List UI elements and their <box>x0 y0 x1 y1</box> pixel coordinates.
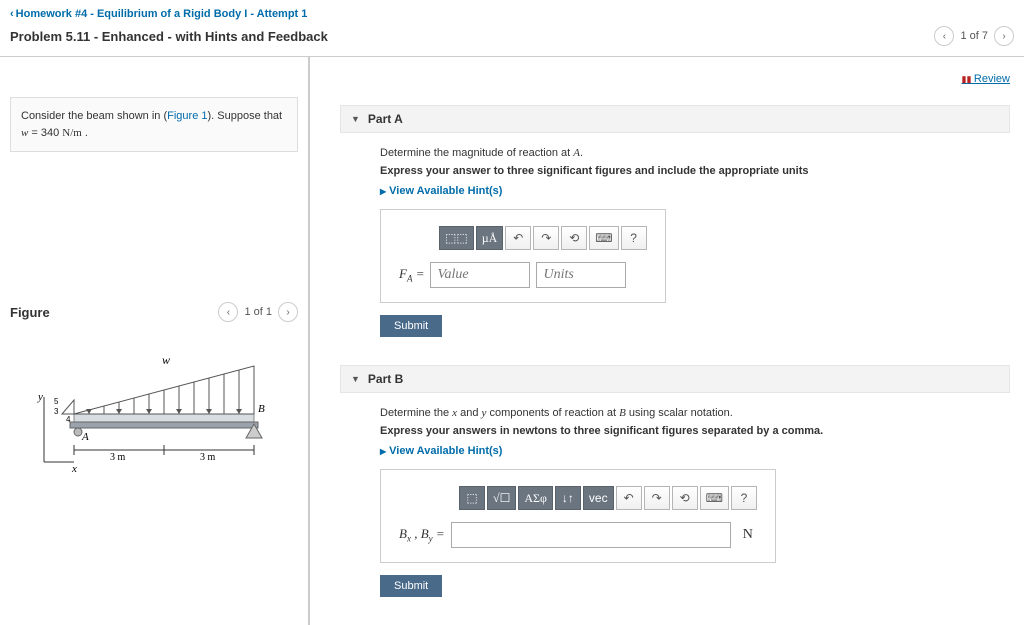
figure-nav: ‹ 1 of 1 › <box>218 302 298 322</box>
page-title: Problem 5.11 - Enhanced - with Hints and… <box>10 29 934 44</box>
help-button[interactable]: ? <box>731 486 757 510</box>
support-b-label: B <box>258 403 265 415</box>
help-button[interactable]: ? <box>621 226 647 250</box>
prompt-text: Consider the beam shown in ( <box>21 110 167 122</box>
next-problem-button[interactable]: › <box>994 26 1014 46</box>
angle-5: 5 <box>54 397 59 406</box>
problem-prompt: Consider the beam shown in (Figure 1). S… <box>10 97 298 152</box>
units-input[interactable] <box>536 262 626 288</box>
figure-link[interactable]: Figure 1 <box>167 110 207 122</box>
arrow-right-icon: ▶ <box>380 447 386 456</box>
part-b-answer-box: ⬚ √☐ ΑΣφ ↓↑ vec ↶ ↷ ⟲ ⌨ ? Bx , By = <box>380 469 776 563</box>
part-b-hints-toggle[interactable]: ▶View Available Hint(s) <box>380 445 1000 457</box>
part-b-desc: Determine the x and y components of reac… <box>380 407 1000 419</box>
part-b-instr: Express your answers in newtons to three… <box>380 425 1000 437</box>
part-a-instr: Express your answer to three significant… <box>380 165 1000 177</box>
template-button[interactable]: ⬚ <box>459 486 485 510</box>
keyboard-button[interactable]: ⌨ <box>700 486 729 510</box>
angle-4: 4 <box>66 415 71 424</box>
greek-button[interactable]: ΑΣφ <box>518 486 553 510</box>
back-link[interactable]: ‹Homework #4 - Equilibrium of a Rigid Bo… <box>10 8 307 20</box>
value-input[interactable] <box>430 262 530 288</box>
part-a-submit-button[interactable]: Submit <box>380 315 442 337</box>
prompt-eq: = 340 <box>28 127 62 139</box>
part-b: ▼ Part B Determine the x and y components… <box>340 365 1010 597</box>
unit-label: N <box>743 527 753 543</box>
review-link[interactable]: Review <box>962 73 1010 85</box>
vector-button[interactable]: vec <box>583 486 614 510</box>
units-symbol-button[interactable]: µÅ <box>476 226 504 250</box>
prev-figure-button[interactable]: ‹ <box>218 302 238 322</box>
prev-problem-button[interactable]: ‹ <box>934 26 954 46</box>
redo-button[interactable]: ↷ <box>644 486 670 510</box>
next-figure-button[interactable]: › <box>278 302 298 322</box>
hints-label: View Available Hint(s) <box>389 445 502 457</box>
part-b-toolbar: ⬚ √☐ ΑΣφ ↓↑ vec ↶ ↷ ⟲ ⌨ ? <box>459 486 757 510</box>
reset-button[interactable]: ⟲ <box>672 486 698 510</box>
part-a-desc: Determine the magnitude of reaction at A… <box>380 147 1000 159</box>
prompt-text-2: ). Suppose that <box>208 110 283 122</box>
part-b-title: Part B <box>368 372 403 386</box>
collapse-icon: ▼ <box>351 114 360 124</box>
part-a-answer-box: ⬚⬚ µÅ ↶ ↷ ⟲ ⌨ ? FA = <box>380 209 666 303</box>
problem-nav: ‹ 1 of 7 › <box>934 26 1014 46</box>
part-b-header[interactable]: ▼ Part B <box>340 365 1010 393</box>
bxby-input[interactable] <box>451 522 731 548</box>
part-a-hints-toggle[interactable]: ▶View Available Hint(s) <box>380 185 1000 197</box>
x-axis-label: x <box>71 463 77 475</box>
keyboard-button[interactable]: ⌨ <box>589 226 618 250</box>
part-b-submit-button[interactable]: Submit <box>380 575 442 597</box>
fa-label: FA = <box>399 266 424 284</box>
root-button[interactable]: √☐ <box>487 486 516 510</box>
part-a-header[interactable]: ▼ Part A <box>340 105 1010 133</box>
angle-3: 3 <box>54 407 59 416</box>
undo-button[interactable]: ↶ <box>616 486 642 510</box>
back-link-text: Homework #4 - Equilibrium of a Rigid Bod… <box>16 8 308 20</box>
redo-button[interactable]: ↷ <box>533 226 559 250</box>
dim-left: 3 m <box>110 452 126 463</box>
page-indicator: 1 of 7 <box>960 30 988 42</box>
part-a-toolbar: ⬚⬚ µÅ ↶ ↷ ⟲ ⌨ ? <box>439 226 647 250</box>
figure-page-indicator: 1 of 1 <box>244 306 272 318</box>
figure-label: Figure <box>10 305 218 320</box>
hints-label: View Available Hint(s) <box>389 185 502 197</box>
support-a-label: A <box>81 431 89 443</box>
y-axis-label: y <box>37 391 43 403</box>
undo-button[interactable]: ↶ <box>505 226 531 250</box>
w-label: w <box>162 353 170 367</box>
part-a-title: Part A <box>368 112 403 126</box>
dim-right: 3 m <box>200 452 216 463</box>
figure-diagram: y x <box>10 342 298 482</box>
chevron-left-icon: ‹ <box>10 8 14 20</box>
arrow-right-icon: ▶ <box>380 187 386 196</box>
part-a: ▼ Part A Determine the magnitude of react… <box>340 105 1010 337</box>
template-button[interactable]: ⬚⬚ <box>439 226 474 250</box>
subscript-button[interactable]: ↓↑ <box>555 486 581 510</box>
collapse-icon: ▼ <box>351 374 360 384</box>
prompt-period: . <box>82 127 88 139</box>
bxby-label: Bx , By = <box>399 526 445 544</box>
prompt-unit: N/m <box>62 127 82 139</box>
reset-button[interactable]: ⟲ <box>561 226 587 250</box>
